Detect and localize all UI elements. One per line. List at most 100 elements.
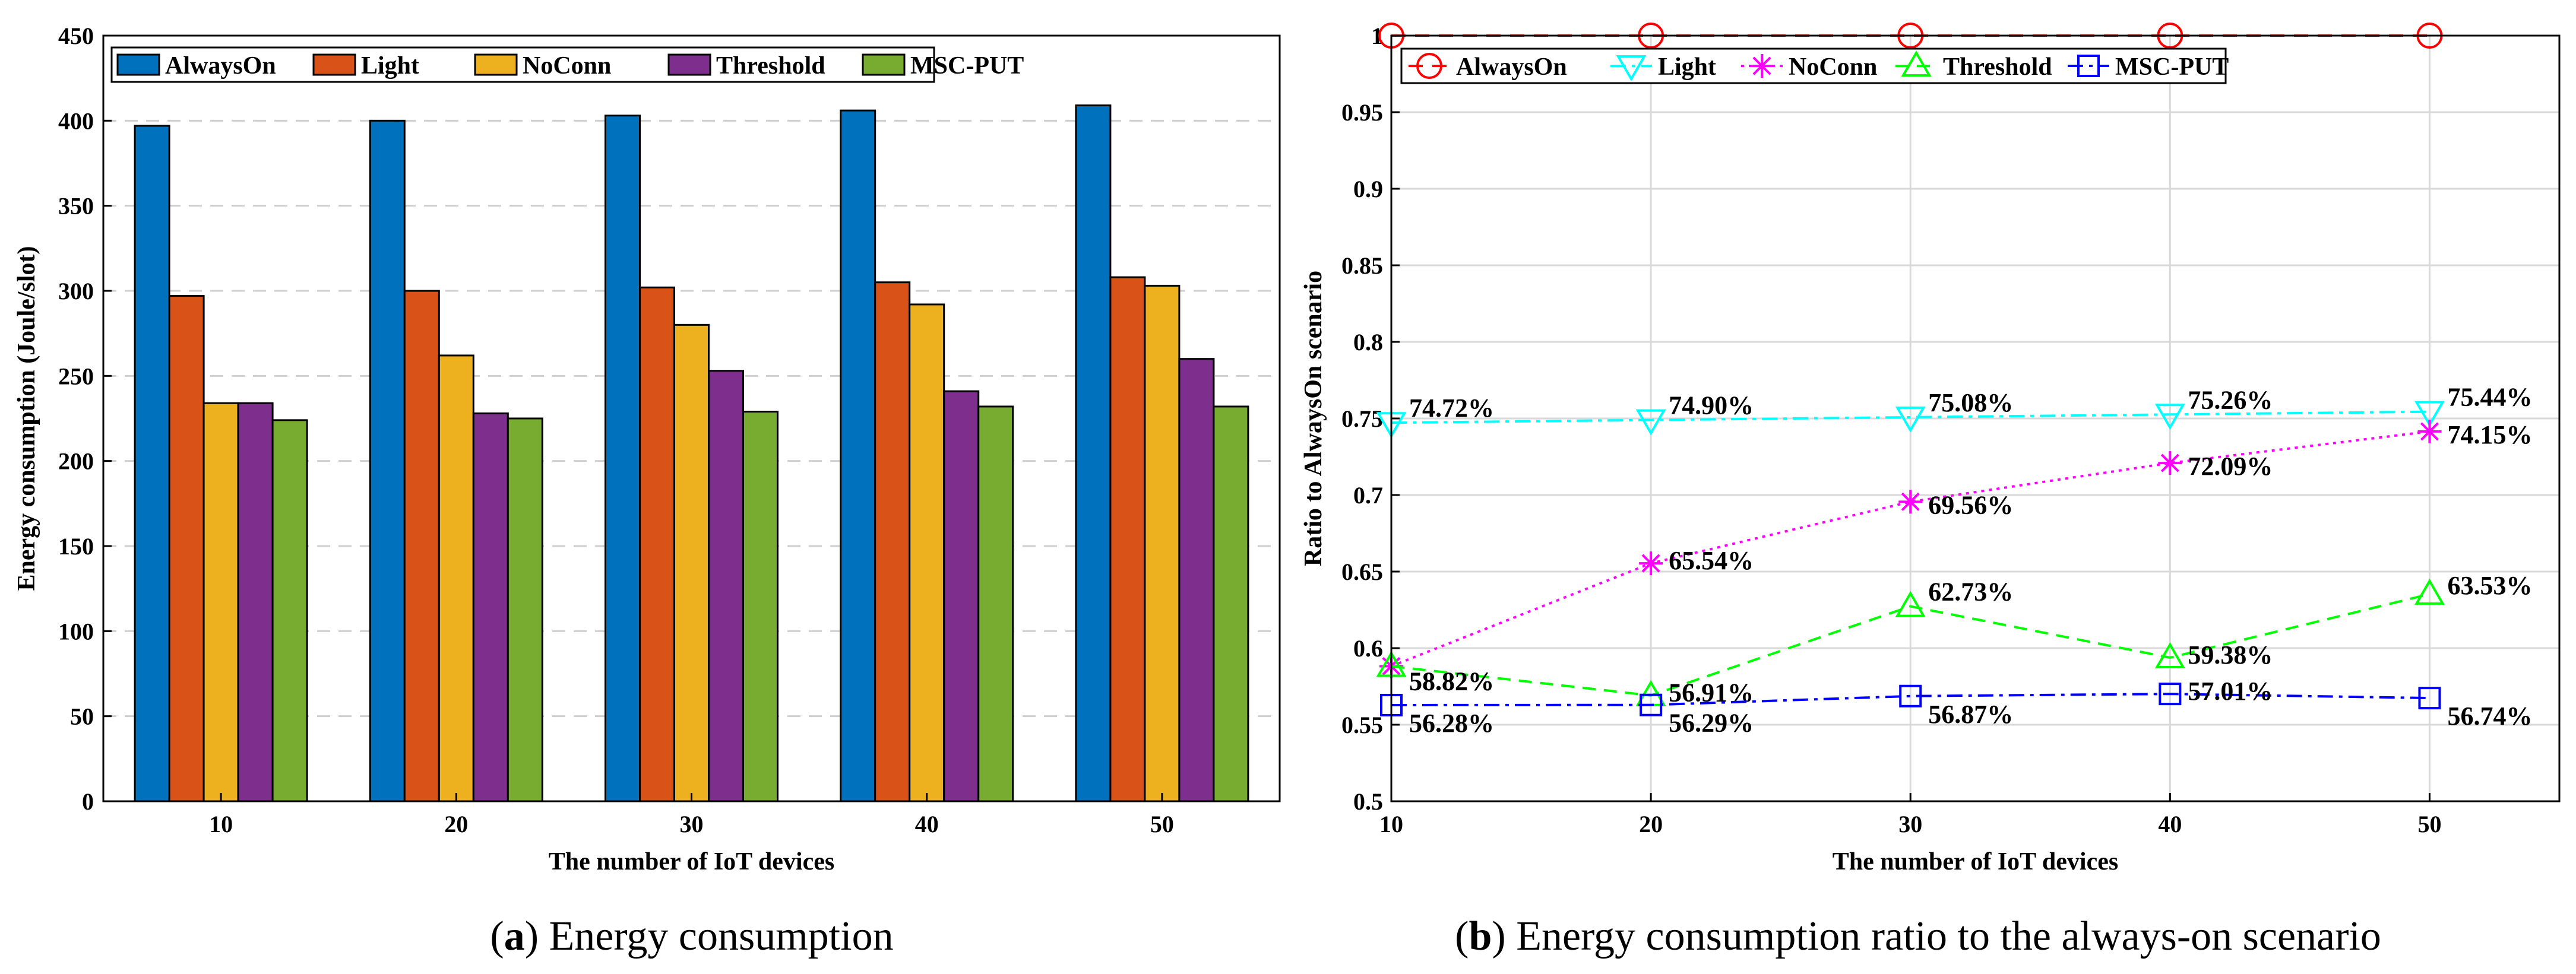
line-chart-energy-ratio: 0.5 0.55 0.6 0.65 0.7 0.75 0.8 0.85 0.9 0.95 1 10 20… xyxy=(1300,23,2561,875)
caption-a-label: a xyxy=(504,913,525,959)
y-axis-label: Energy consumption (Joule/slot) xyxy=(13,246,40,591)
bar-light-50 xyxy=(1109,276,1146,802)
series-line-threshold xyxy=(1391,592,2430,697)
x-tick-label: 30 xyxy=(1898,811,1922,837)
legend-marker-noconn xyxy=(1750,54,1774,78)
series-threshold: 58.82% 56.91%62.73%59.38%63.53% xyxy=(1376,571,2532,708)
x-tick-label: 40 xyxy=(915,811,939,837)
caption-b-label: b xyxy=(1469,913,1492,959)
point-noconn-40 xyxy=(2158,451,2182,475)
point-light-50 xyxy=(2414,401,2445,427)
bar-msc-put-10 xyxy=(271,419,308,802)
x-axis-label: The number of IoT devices xyxy=(549,848,834,875)
y-tick-label: 0.9 xyxy=(1353,176,1383,202)
bar-alwayson-30 xyxy=(605,115,641,802)
x-tick-label: 50 xyxy=(2417,811,2441,837)
legend-b: AlwaysOn Light NoConn Threshold MSC-PUT xyxy=(1400,47,2229,84)
data-label-light-40: 75.26% xyxy=(2188,385,2273,414)
bar-alwayson-20 xyxy=(369,119,406,802)
point-msc-put-50 xyxy=(2418,687,2441,710)
y-tick-label: 0.85 xyxy=(1341,252,1383,279)
legend-label-noconn: NoConn xyxy=(1789,53,1877,81)
y-tick-label: 300 xyxy=(58,278,94,304)
bar-light-20 xyxy=(403,290,440,802)
legend-swatch-noconn xyxy=(474,53,518,76)
bar-threshold-40 xyxy=(943,390,980,802)
bar-threshold-50 xyxy=(1178,358,1215,802)
legend-box xyxy=(1400,47,2227,84)
bar-light-30 xyxy=(639,286,675,802)
point-msc-put-40 xyxy=(2159,683,2182,706)
caption-b: (b) Energy consumption ratio to the alwa… xyxy=(1455,913,2381,959)
data-label-msc-put-10: 56.28% xyxy=(1409,709,1494,738)
x-tick-label: 40 xyxy=(2158,811,2182,837)
legend-a: AlwaysOn Light NoConn Threshold MSC-PUT xyxy=(110,46,1024,83)
bar-noconn-50 xyxy=(1144,284,1181,802)
y-tick-label: 350 xyxy=(58,193,94,220)
x-tick-label: 20 xyxy=(1639,811,1663,837)
data-label-threshold-30: 62.73% xyxy=(1928,578,2013,607)
x-tick-label: 10 xyxy=(209,811,233,837)
bar-alwayson-50 xyxy=(1075,104,1112,802)
point-noconn-20 xyxy=(1639,551,1663,576)
point-light-40 xyxy=(2154,404,2185,430)
legend-label-threshold: Threshold xyxy=(716,52,825,80)
caption-b-text: Energy consumption ratio to the always-o… xyxy=(1506,913,2381,959)
y-tick-label: 100 xyxy=(58,618,94,645)
point-light-20 xyxy=(1635,409,1666,436)
point-light-30 xyxy=(1895,406,1926,433)
data-label-threshold-50: 63.53% xyxy=(2447,571,2532,600)
bar-threshold-10 xyxy=(237,402,274,802)
point-threshold-50 xyxy=(2414,578,2445,605)
y-tick-label: 400 xyxy=(58,107,94,134)
bar-noconn-30 xyxy=(673,323,710,802)
data-label-noconn-30: 69.56% xyxy=(1928,490,2013,519)
series-light: 74.72% 74.90% 75.08% 75.26% 75.44% xyxy=(1376,383,2532,439)
series-noconn: 58.82% 65.54% 69.56% 72.09% 74.15% xyxy=(1379,419,2532,696)
y-axis-label: Ratio to AlwaysOn scenario xyxy=(1300,271,1327,566)
data-label-msc-put-30: 56.87% xyxy=(1928,700,2013,729)
caption-a: (a) Energy consumption xyxy=(490,913,893,959)
legend-box xyxy=(110,46,935,83)
legend-swatch-light xyxy=(312,53,356,76)
data-label-light-30: 75.08% xyxy=(1928,388,2013,417)
x-tick-label: 10 xyxy=(1379,811,1403,837)
point-threshold-40 xyxy=(2154,642,2185,668)
y-tick-label: 0.6 xyxy=(1353,635,1383,662)
data-label-light-10: 74.72% xyxy=(1409,394,1494,423)
series-line-light xyxy=(1391,410,2430,424)
data-label-msc-put-40: 57.01% xyxy=(2188,677,2273,706)
y-tick-label: 150 xyxy=(58,533,94,560)
data-label-msc-put-50: 56.74% xyxy=(2447,702,2532,731)
bar-alwayson-40 xyxy=(840,109,876,802)
data-label-noconn-50: 74.15% xyxy=(2447,420,2532,449)
legend-marker-light xyxy=(1616,55,1647,81)
bar-noconn-20 xyxy=(438,354,474,802)
y-tick-label: 0.55 xyxy=(1341,712,1383,738)
legend-label-msc-put: MSC-PUT xyxy=(2115,53,2229,81)
legend-label-alwayson: AlwaysOn xyxy=(1456,53,1567,81)
point-noconn-30 xyxy=(1898,490,1923,514)
legend-label-alwayson: AlwaysOn xyxy=(165,52,276,80)
bar-threshold-20 xyxy=(472,412,509,802)
point-threshold-30 xyxy=(1895,591,1926,617)
bar-light-40 xyxy=(874,281,911,802)
data-label-threshold-10: 58.82% xyxy=(1409,667,1494,696)
series-line-msc-put xyxy=(1391,693,2430,706)
bar-msc-put-40 xyxy=(977,405,1014,802)
legend-label-threshold: Threshold xyxy=(1943,53,2052,81)
x-tick-label: 50 xyxy=(1150,811,1174,837)
y-tick-label: 200 xyxy=(58,448,94,475)
legend-marker-threshold xyxy=(1901,50,1932,77)
legend-label-noconn: NoConn xyxy=(523,52,611,80)
bar-msc-put-50 xyxy=(1213,405,1249,802)
bar-noconn-40 xyxy=(909,303,945,802)
legend-marker-msc-put xyxy=(2077,55,2100,77)
series-msc-put: 56.28% 56.29% 56.87% 57.01% 56.74% xyxy=(1380,677,2532,738)
plot-frame xyxy=(102,34,1281,802)
legend-marker-alwayson xyxy=(1416,53,1442,79)
y-tick-label: 450 xyxy=(58,23,94,49)
bar-chart-energy-consumption: 0 50 100 150 200 250 300 350 400 450 10 20 30 40 50 The… xyxy=(13,23,1281,875)
data-label-light-20: 74.90% xyxy=(1669,391,1754,420)
